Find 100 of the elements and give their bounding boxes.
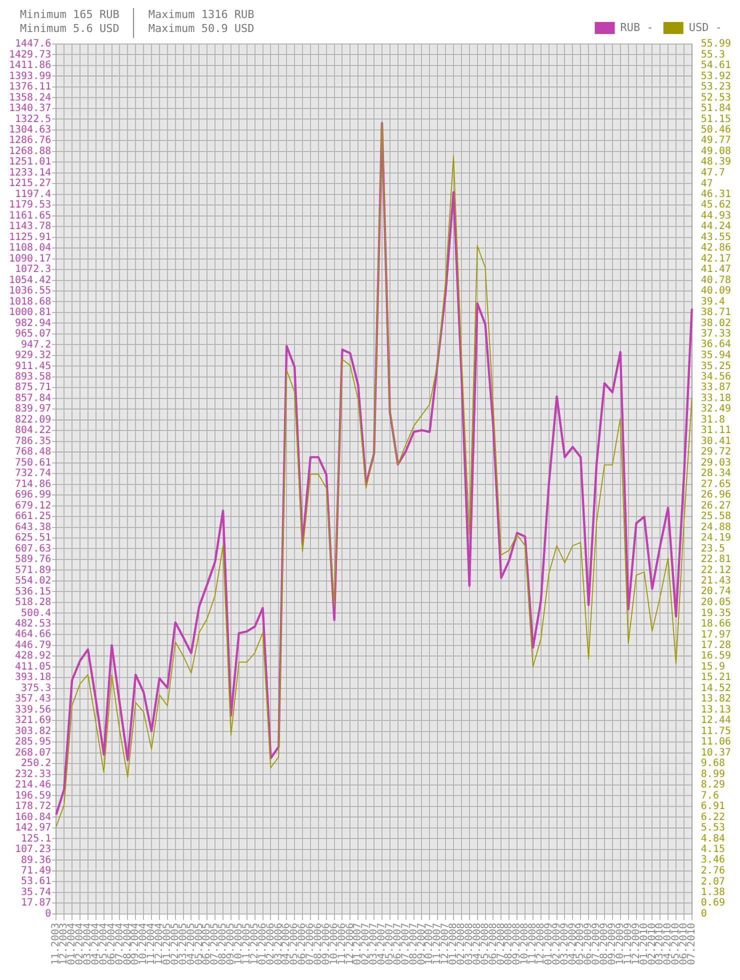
y2-tick-label: 55.99 — [700, 38, 732, 50]
y-tick-label: 1286.76 — [8, 135, 52, 146]
y-tick-label: 643.38 — [15, 522, 52, 533]
y-tick-label: 857.84 — [15, 392, 52, 404]
y2-tick-label: 23.5 — [700, 543, 725, 554]
y2-tick-label: 31.8 — [700, 414, 725, 426]
y-tick-label: 929.32 — [15, 350, 52, 362]
y2-tick-label: 55.3 — [700, 49, 725, 60]
y2-tick-label: 42.17 — [700, 253, 732, 264]
y-tick-label: 1000.81 — [8, 307, 52, 318]
y-tick-label: 696.99 — [15, 490, 52, 501]
y-tick-label: 1251.01 — [8, 156, 52, 168]
y2-tick-label: 14.52 — [700, 682, 732, 694]
y2-tick-label: 7.6 — [700, 790, 719, 802]
y-tick-label: 589.76 — [15, 554, 52, 566]
y-tick-label: 1376.11 — [8, 82, 52, 93]
y-tick-label: 250.2 — [21, 758, 52, 770]
y-tick-label: 786.35 — [15, 436, 52, 447]
y-tick-label: 822.09 — [15, 414, 52, 426]
y2-tick-label: 19.35 — [700, 608, 732, 619]
y2-tick-label: 12.44 — [700, 715, 732, 726]
y-tick-label: 982.94 — [15, 318, 52, 329]
y2-tick-label: 29.03 — [700, 457, 732, 468]
y-tick-label: 1429.73 — [8, 49, 52, 60]
y2-tick-label: 15.9 — [700, 661, 725, 672]
y2-tick-label: 3.46 — [700, 854, 725, 866]
y-tick-label: 1358.24 — [8, 92, 52, 104]
y2-tick-label: 17.28 — [700, 640, 732, 651]
y-tick-label: 446.79 — [15, 640, 52, 651]
y-tick-label: 1179.53 — [8, 200, 52, 211]
y2-tick-label: 6.91 — [700, 801, 725, 812]
y2-tick-label: 20.74 — [700, 586, 732, 598]
y-tick-label: 1447.6 — [15, 38, 52, 50]
y-tick-label: 911.45 — [15, 360, 52, 372]
y-tick-label: 1143.78 — [8, 221, 52, 232]
y2-tick-label: 25.58 — [700, 511, 732, 522]
text: Maximum 1316 RUB — [148, 8, 254, 22]
y2-tick-label: 44.93 — [700, 210, 732, 222]
y-tick-label: 1108.04 — [8, 242, 52, 254]
y2-tick-label: 16.59 — [700, 650, 732, 662]
y2-tick-label: 15.21 — [700, 672, 732, 684]
y-tick-label: 536.15 — [15, 586, 52, 598]
y-tick-label: 268.07 — [15, 747, 52, 758]
y-tick-label: 1018.68 — [8, 296, 52, 308]
y2-tick-label: 4.84 — [700, 833, 725, 844]
y2-tick-label: 35.94 — [700, 350, 732, 362]
y-tick-label: 321.69 — [15, 715, 52, 726]
y-tick-label: 804.22 — [15, 425, 52, 436]
y2-tick-label: 22.81 — [700, 554, 732, 566]
y2-tick-label: 1.38 — [700, 887, 725, 898]
y-tick-label: 768.48 — [15, 446, 52, 458]
y2-tick-label: 38.71 — [700, 307, 732, 318]
y2-tick-label: 8.99 — [700, 768, 725, 780]
y2-tick-label: 2.76 — [700, 866, 725, 877]
y2-tick-label: 21.43 — [700, 576, 732, 587]
y-tick-label: 1233.14 — [8, 167, 52, 178]
y-tick-label: 411.05 — [15, 661, 52, 672]
y-tick-label: 965.07 — [15, 328, 52, 340]
y-tick-label: 53.61 — [21, 876, 52, 888]
y-tick-label: 1322.5 — [15, 114, 52, 125]
y2-tick-label: 11.75 — [700, 726, 732, 737]
legend-label: USD - — [688, 20, 722, 34]
y2-tick-label: 46.31 — [700, 188, 732, 200]
y2-tick-label: 28.34 — [700, 468, 732, 480]
y2-tick-label: 47.7 — [700, 167, 725, 178]
y2-tick-label: 53.92 — [700, 70, 732, 82]
y-tick-label: 125.1 — [21, 833, 52, 844]
y2-tick-label: 13.82 — [700, 694, 732, 705]
y-tick-label: 0 — [45, 908, 52, 920]
y2-tick-label: 49.08 — [700, 146, 732, 157]
y2-tick-label: 10.37 — [700, 747, 732, 758]
y-tick-label: 1304.63 — [8, 124, 52, 136]
y2-tick-label: 22.12 — [700, 564, 732, 576]
y-tick-label: 196.59 — [15, 790, 52, 802]
y-tick-label: 35.74 — [21, 886, 52, 898]
y-tick-label: 947.2 — [21, 339, 52, 350]
y2-tick-label: 47 — [700, 178, 713, 190]
y-tick-label: 339.56 — [15, 704, 52, 716]
y2-tick-label: 49.77 — [700, 135, 732, 146]
y2-tick-label: 24.88 — [700, 522, 732, 533]
y-tick-label: 107.23 — [15, 844, 52, 856]
y-tick-label: 1090.17 — [8, 253, 52, 264]
y2-tick-label: 33.87 — [700, 382, 732, 394]
y-tick-label: 1340.37 — [8, 103, 52, 114]
y-tick-label: 1054.42 — [8, 274, 52, 286]
y-tick-label: 500.4 — [21, 608, 52, 619]
y-tick-label: 1411.86 — [8, 60, 52, 72]
y2-tick-label: 4.15 — [700, 844, 725, 855]
y-tick-label: 1268.88 — [8, 146, 52, 157]
y2-tick-label: 18.66 — [700, 618, 732, 630]
y-tick-label: 357.43 — [15, 694, 52, 705]
y2-tick-label: 31.11 — [700, 425, 732, 436]
y-tick-label: 71.49 — [21, 865, 52, 876]
y2-tick-label: 0.69 — [700, 898, 725, 909]
y-tick-label: 285.95 — [15, 736, 52, 748]
y2-tick-label: 40.78 — [700, 274, 732, 286]
y2-tick-label: 44.24 — [700, 221, 732, 232]
y-tick-label: 89.36 — [21, 854, 52, 866]
y2-tick-label: 26.96 — [700, 490, 732, 501]
y2-tick-label: 36.64 — [700, 339, 732, 350]
